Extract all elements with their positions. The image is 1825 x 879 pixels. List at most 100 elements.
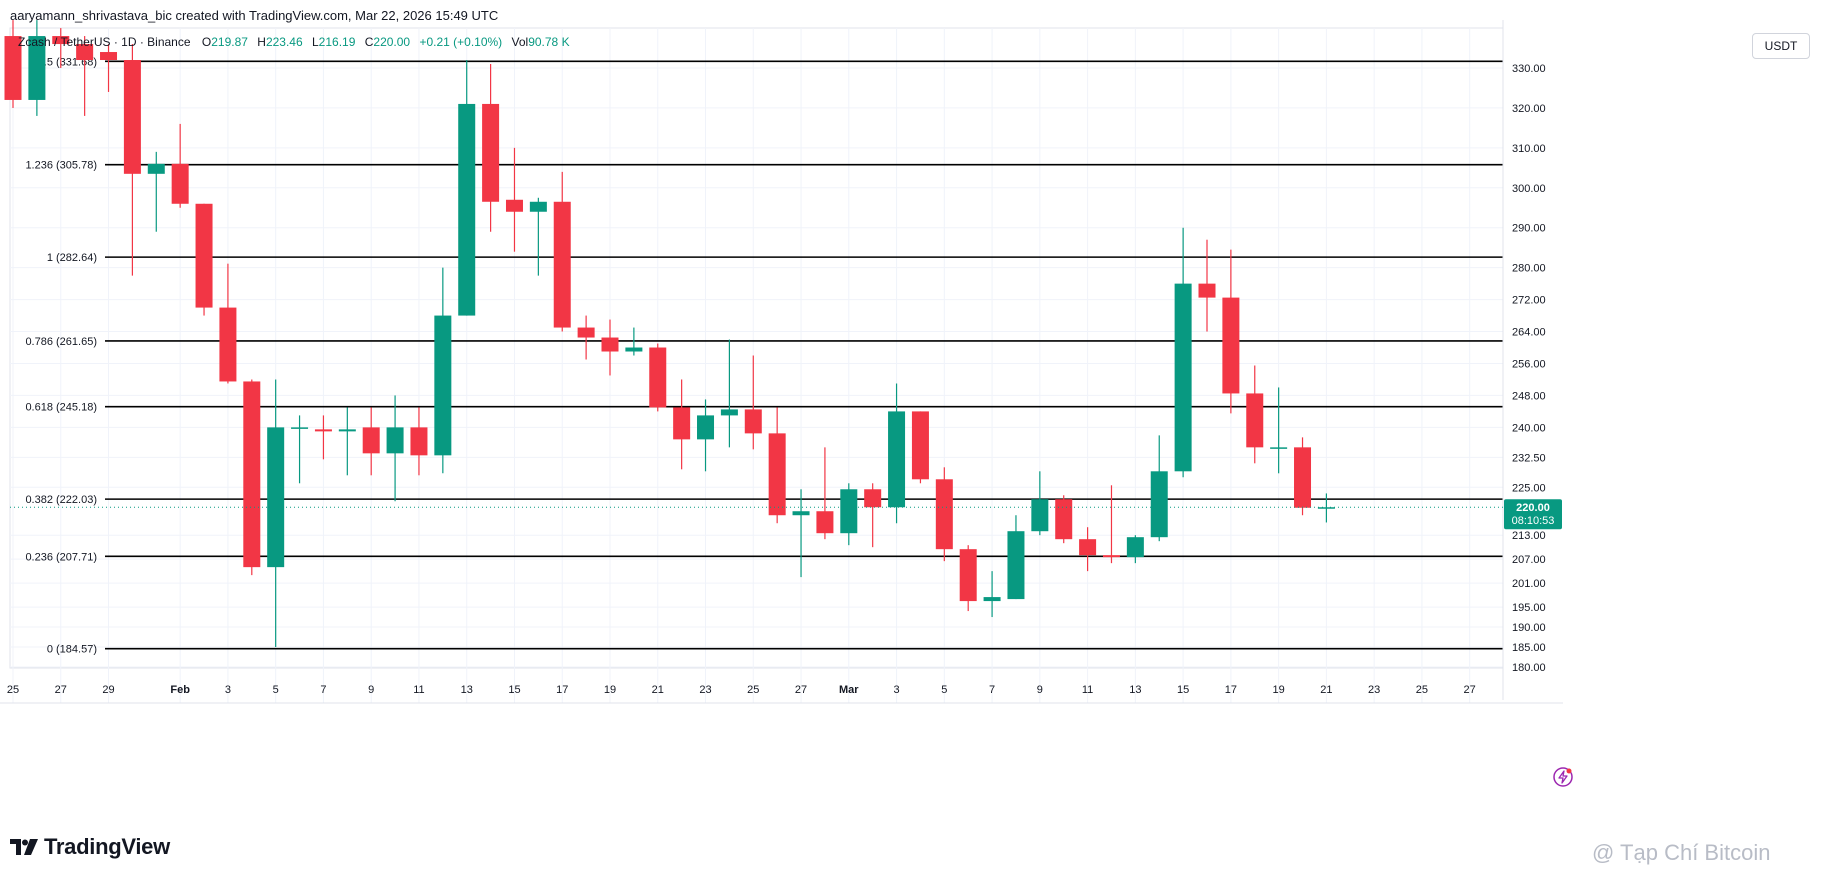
candle-up[interactable] — [338, 407, 356, 476]
candle-up[interactable] — [840, 483, 858, 546]
candle-down[interactable] — [195, 203, 213, 316]
candle-body[interactable] — [338, 429, 356, 432]
candle-body[interactable] — [147, 163, 165, 174]
candle-body[interactable] — [1270, 447, 1288, 449]
candle-down[interactable] — [52, 28, 70, 68]
candle-body[interactable] — [100, 52, 118, 61]
candle-body[interactable] — [482, 103, 500, 202]
candle-up[interactable] — [1031, 471, 1049, 536]
candle-body[interactable] — [195, 203, 213, 308]
candle-up[interactable] — [625, 327, 643, 356]
candle-body[interactable] — [410, 427, 428, 456]
candle-body[interactable] — [1055, 499, 1073, 540]
candle-body[interactable] — [386, 427, 404, 454]
candle-body[interactable] — [1317, 507, 1335, 509]
candle-down[interactable] — [1246, 365, 1264, 464]
candle-body[interactable] — [1174, 283, 1192, 472]
candle-body[interactable] — [1007, 531, 1025, 600]
candle-up[interactable] — [1270, 387, 1288, 474]
symbol-legend[interactable]: Zcash / TetherUS · 1D · Binance O219.87 … — [18, 35, 570, 49]
candle-down[interactable] — [816, 447, 834, 540]
candle-body[interactable] — [1294, 447, 1312, 508]
candle-down[interactable] — [649, 343, 667, 412]
candle-up[interactable] — [697, 399, 715, 472]
candle-body[interactable] — [625, 347, 643, 352]
candle-up[interactable] — [434, 267, 452, 474]
candle-body[interactable] — [314, 429, 332, 432]
candlestick-series[interactable] — [4, 20, 1335, 647]
candle-up[interactable] — [291, 415, 309, 484]
candle-up[interactable] — [1174, 227, 1192, 478]
candle-body[interactable] — [983, 597, 1001, 602]
candle-body[interactable] — [123, 60, 141, 174]
candle-up[interactable] — [792, 489, 810, 578]
candle-body[interactable] — [816, 511, 834, 534]
candle-body[interactable] — [697, 415, 715, 440]
candle-up[interactable] — [529, 197, 547, 276]
candle-body[interactable] — [529, 201, 547, 212]
candle-down[interactable] — [673, 379, 691, 470]
candle-down[interactable] — [123, 44, 141, 276]
candle-body[interactable] — [744, 409, 762, 434]
candle-up[interactable] — [267, 379, 285, 647]
candle-down[interactable] — [935, 467, 953, 562]
flash-alert-icon[interactable] — [1552, 766, 1574, 788]
candle-body[interactable] — [28, 36, 46, 100]
candle-up[interactable] — [1126, 535, 1144, 564]
candle-down[interactable] — [768, 407, 786, 524]
candle-down[interactable] — [171, 123, 189, 208]
candle-body[interactable] — [577, 327, 595, 338]
candle-body[interactable] — [673, 407, 691, 440]
candle-body[interactable] — [505, 199, 523, 212]
candle-body[interactable] — [52, 36, 70, 45]
candle-down[interactable] — [1198, 239, 1216, 332]
candle-down[interactable] — [864, 483, 882, 548]
candle-body[interactable] — [720, 409, 738, 416]
candle-up[interactable] — [28, 20, 46, 116]
candle-body[interactable] — [1198, 283, 1216, 298]
fibonacci-levels[interactable]: 1.5 (331.68)1.236 (305.78)1 (282.64)0.78… — [25, 56, 1503, 656]
candle-body[interactable] — [219, 307, 237, 382]
candle-body[interactable] — [458, 103, 476, 316]
candle-up[interactable] — [458, 60, 476, 316]
candle-body[interactable] — [1126, 537, 1144, 558]
candle-up[interactable] — [147, 151, 165, 232]
candle-body[interactable] — [959, 549, 977, 602]
candle-body[interactable] — [649, 347, 667, 408]
candle-body[interactable] — [1031, 499, 1049, 532]
candle-body[interactable] — [888, 411, 906, 508]
candle-down[interactable] — [553, 171, 571, 332]
legend-symbol[interactable]: Zcash / TetherUS · 1D · Binance — [18, 35, 191, 49]
candle-down[interactable] — [410, 407, 428, 476]
candle-body[interactable] — [171, 163, 189, 204]
candle-down[interactable] — [100, 44, 118, 92]
candle-down[interactable] — [1222, 249, 1240, 414]
candle-down[interactable] — [601, 319, 619, 376]
candle-body[interactable] — [911, 411, 929, 480]
candle-up[interactable] — [1007, 515, 1025, 600]
candle-body[interactable] — [935, 479, 953, 550]
candle-down[interactable] — [362, 407, 380, 476]
candle-body[interactable] — [362, 427, 380, 454]
candle-body[interactable] — [291, 427, 309, 429]
candle-down[interactable] — [744, 355, 762, 450]
candle-down[interactable] — [505, 147, 523, 252]
candle-body[interactable] — [864, 489, 882, 508]
candle-down[interactable] — [1055, 495, 1073, 544]
candle-down[interactable] — [482, 64, 500, 232]
candle-body[interactable] — [1150, 471, 1168, 538]
candle-up[interactable] — [888, 383, 906, 524]
candle-body[interactable] — [553, 201, 571, 328]
candle-body[interactable] — [267, 427, 285, 568]
candle-up[interactable] — [1150, 435, 1168, 542]
candle-body[interactable] — [1222, 297, 1240, 394]
candle-body[interactable] — [1246, 393, 1264, 448]
candle-down[interactable] — [76, 36, 94, 116]
candle-body[interactable] — [792, 511, 810, 516]
currency-selector[interactable]: USDT — [1752, 33, 1810, 59]
candle-body[interactable] — [243, 381, 261, 568]
candle-body[interactable] — [1102, 555, 1120, 558]
candle-body[interactable] — [1079, 539, 1097, 556]
candle-down[interactable] — [577, 315, 595, 360]
